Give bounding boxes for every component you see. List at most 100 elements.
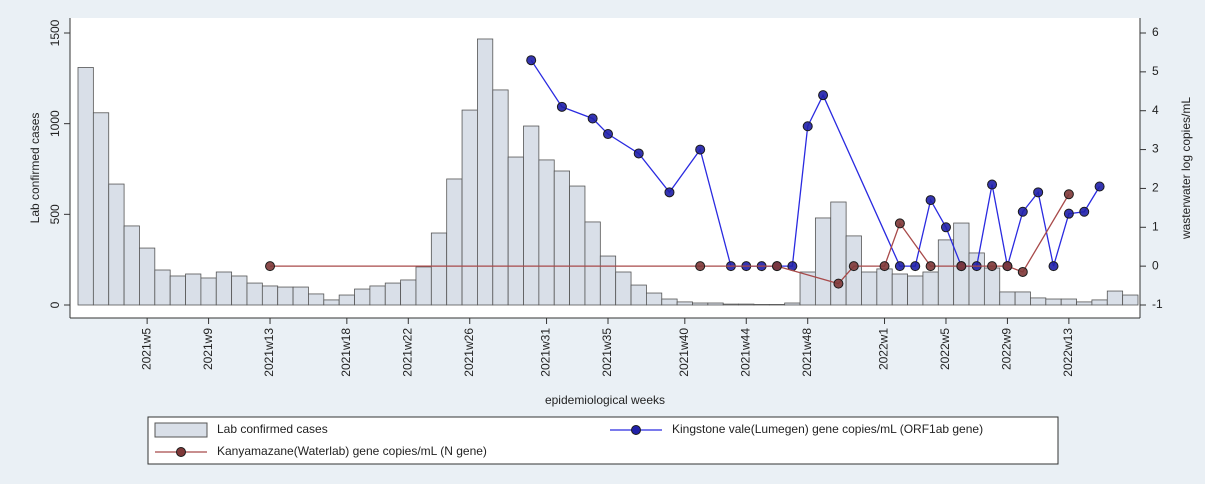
y-tick-label: 1500 (48, 19, 62, 46)
bar (277, 286, 294, 306)
bar (1014, 291, 1031, 306)
marker (664, 187, 675, 198)
bar (569, 185, 586, 306)
marker (894, 218, 905, 229)
bar (154, 269, 171, 306)
y2-tick-label: 5 (1152, 64, 1159, 78)
marker (894, 261, 905, 272)
bar (338, 294, 355, 306)
bar (922, 271, 939, 306)
bar (707, 302, 724, 306)
bar (599, 255, 617, 306)
bar (891, 273, 908, 306)
marker (1094, 181, 1105, 192)
bar (615, 271, 632, 306)
bar (523, 125, 540, 306)
marker (848, 261, 859, 272)
x-tick-label: 2022w13 (1061, 328, 1075, 377)
bar (814, 217, 832, 306)
bar (185, 273, 202, 306)
bar (308, 293, 325, 306)
marker (1002, 261, 1013, 272)
bar (323, 299, 340, 306)
legend-label: Lab confirmed cases (217, 422, 328, 436)
bar (415, 266, 432, 306)
bar (983, 267, 1001, 306)
bar (1122, 294, 1139, 306)
bar (1060, 298, 1077, 306)
bar (999, 291, 1016, 306)
bar (907, 275, 924, 306)
bar (261, 285, 279, 306)
marker (940, 222, 951, 233)
bar (584, 221, 601, 306)
marker (833, 278, 844, 289)
marker (879, 261, 890, 272)
x-tick-label: 2021w13 (262, 328, 276, 377)
x-tick-label: 2021w18 (339, 328, 353, 377)
marker (1017, 266, 1028, 277)
bar (169, 275, 186, 306)
marker (987, 261, 998, 272)
y-tick-label: 0 (48, 301, 62, 308)
legend-label: Kanyamazane(Waterlab) gene copies/mL (N … (217, 444, 487, 458)
bar (446, 178, 463, 306)
y2-tick-label: 0 (1152, 258, 1159, 272)
bar (461, 109, 478, 306)
legend-swatch (154, 422, 208, 438)
x-tick-label: 2021w22 (400, 328, 414, 377)
bar (830, 201, 847, 306)
bar (108, 183, 125, 306)
bar (384, 282, 402, 306)
y2-tick-label: 4 (1152, 103, 1159, 117)
bar (937, 239, 955, 306)
bar (661, 298, 678, 306)
marker (1063, 208, 1074, 219)
y2-axis-title: wasterwater log copies/mL (1179, 97, 1193, 240)
y2-tick-label: 6 (1152, 25, 1159, 39)
marker (556, 101, 567, 112)
legend-marker (176, 447, 186, 457)
bar (292, 286, 309, 306)
line (530, 59, 1101, 267)
bar (92, 112, 110, 306)
marker (1079, 206, 1090, 217)
marker (925, 195, 936, 206)
bar (876, 268, 893, 306)
x-tick-label: 2021w40 (677, 328, 691, 377)
bar (538, 159, 555, 306)
bar (77, 67, 94, 306)
x-tick-label: 2021w44 (738, 328, 752, 377)
bar (676, 301, 693, 306)
bar (215, 271, 233, 306)
marker (910, 261, 921, 272)
legend-label: Kingstone vale(Lumegen) gene copies/mL (… (672, 422, 983, 436)
x-tick-label: 2021w5 (139, 328, 153, 370)
bar (123, 225, 140, 306)
y-tick-label: 1000 (48, 110, 62, 137)
bar (630, 284, 647, 306)
marker (526, 55, 537, 66)
bar (139, 247, 156, 306)
bar (200, 277, 217, 306)
x-tick-label: 2021w9 (201, 328, 215, 370)
x-tick-label: 2022w1 (877, 328, 891, 370)
bar (507, 156, 524, 306)
marker (1063, 189, 1074, 200)
marker (695, 144, 706, 155)
y2-tick-label: 1 (1152, 219, 1159, 233)
bar (553, 170, 570, 306)
bar (1045, 298, 1062, 306)
legend-box (147, 416, 1059, 465)
y2-tick-label: 2 (1152, 181, 1159, 195)
bar (477, 38, 494, 306)
x-tick-label: 2021w48 (800, 328, 814, 377)
y2-tick-label: 3 (1152, 142, 1159, 156)
marker (771, 261, 782, 272)
x-tick-label: 2021w26 (462, 328, 476, 377)
bar (692, 302, 709, 306)
marker (265, 261, 276, 272)
bar (768, 304, 786, 306)
bar (738, 303, 755, 306)
